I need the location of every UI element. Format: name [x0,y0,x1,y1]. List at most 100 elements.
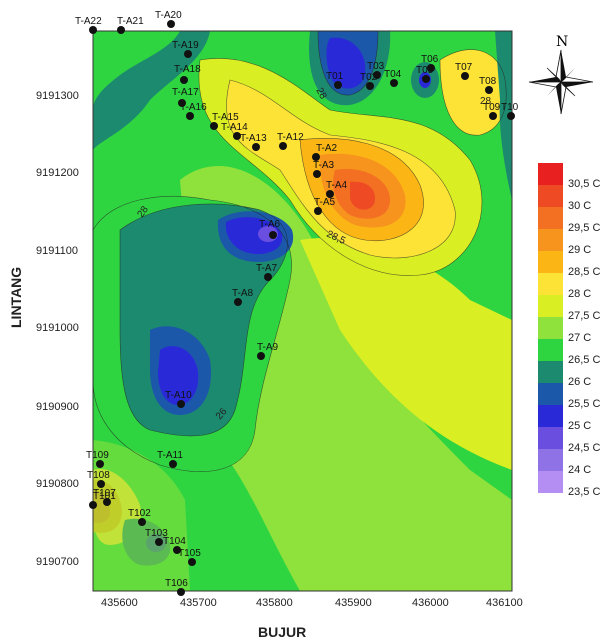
station-point [314,207,322,215]
station-label: T-A9 [257,342,279,353]
legend-label: 28 C [568,288,592,300]
legend-label: 25 C [568,420,592,432]
station-label: T107 [93,488,116,499]
station-point [138,518,146,526]
legend-swatch [538,251,563,273]
legend-label: 24,5 C [568,442,601,454]
station-point [210,122,218,130]
station-label: T101 [93,491,116,502]
station-label: T108 [87,470,110,481]
station-point [97,480,105,488]
legend-swatch [538,471,563,493]
station-point [252,143,260,151]
station-point [188,558,196,566]
x-tick-label: 436100 [486,597,523,609]
station-point [366,82,374,90]
station-point [373,71,381,79]
station-point [489,112,497,120]
station-label: T-A3 [313,160,335,171]
legend-label: 30 C [568,200,592,212]
station-point [422,75,430,83]
station-label: T-A16 [180,102,207,113]
station-point [390,79,398,87]
station-point [173,546,181,554]
legend-swatch [538,383,563,405]
station-markers: T-A22 T-A21 T-A20 T-A19 T-A18 T-A17 T-A16 T-A15… [75,10,519,596]
station-label: T-A22 [75,16,102,27]
station-label: T-A7 [256,263,278,274]
x-tick-label: 435600 [101,597,138,609]
station-label: T-A21 [117,16,144,27]
station-point [485,86,493,94]
station-point [234,298,242,306]
y-tick-label: 9191200 [36,167,79,179]
station-label: T-A10 [165,390,192,401]
station-label: T-A17 [172,87,199,98]
station-label: T105 [178,548,201,559]
station-label: T104 [163,536,186,547]
station-point [257,352,265,360]
station-point [233,132,241,140]
station-point [178,99,186,107]
contour-label: 28 [313,86,328,102]
station-point [167,20,175,28]
station-label: T106 [165,578,188,589]
x-tick-label: 435800 [256,597,293,609]
station-point [186,112,194,120]
contour-fills [93,31,512,591]
y-tick-label: 9191100 [36,245,78,257]
station-point [103,498,111,506]
station-point [177,588,185,596]
station-point [334,81,342,89]
legend-swatch [538,405,563,427]
north-arrow-icon [528,49,594,115]
y-axis-title: LINTANG [8,266,24,328]
legend-label: 26 C [568,376,592,388]
y-tick-label: 9190700 [36,556,79,568]
station-label: T109 [86,450,109,461]
station-point [279,142,287,150]
legend-swatch [538,273,563,295]
y-tick-label: 9191300 [36,90,79,102]
station-point [427,64,435,72]
station-label: T-A14 [221,122,248,133]
contour-label: 28 [480,96,492,107]
legend-label: 30,5 C [568,178,601,190]
station-label: T10 [501,102,519,113]
station-label: T-A4 [326,180,348,191]
station-label: T06 [421,54,439,65]
station-point [155,538,163,546]
station-label: T09 [483,102,501,113]
station-label: T-A2 [316,143,338,154]
station-label: T-A12 [277,132,304,143]
x-tick-label: 435900 [335,597,372,609]
station-point [89,501,97,509]
x-axis-title: BUJUR [258,624,307,640]
station-label: T07 [455,62,473,73]
station-label: T01 [326,71,344,82]
legend-label: 28,5 C [568,266,601,278]
station-point [326,190,334,198]
legend-label: 29,5 C [568,222,601,234]
station-label: T08 [479,76,497,87]
station-point [177,400,185,408]
y-tick-label: 9191000 [36,322,79,334]
station-label: T103 [145,528,168,539]
station-label: T04 [384,69,402,80]
station-point [89,26,97,34]
legend-swatch [538,207,563,229]
legend-swatch [538,449,563,471]
legend-swatch [538,295,563,317]
station-label: T03 [367,61,385,72]
legend-label: 24 C [568,464,592,476]
station-point [313,170,321,178]
x-tick-label: 435700 [180,597,217,609]
legend-label: 26,5 C [568,354,601,366]
station-label: T-A18 [174,64,201,75]
station-label: T-A5 [314,197,336,208]
legend-label: 29 C [568,244,592,256]
x-tick-label: 436000 [412,597,449,609]
station-label: T102 [128,508,151,519]
legend-swatch [538,317,563,339]
